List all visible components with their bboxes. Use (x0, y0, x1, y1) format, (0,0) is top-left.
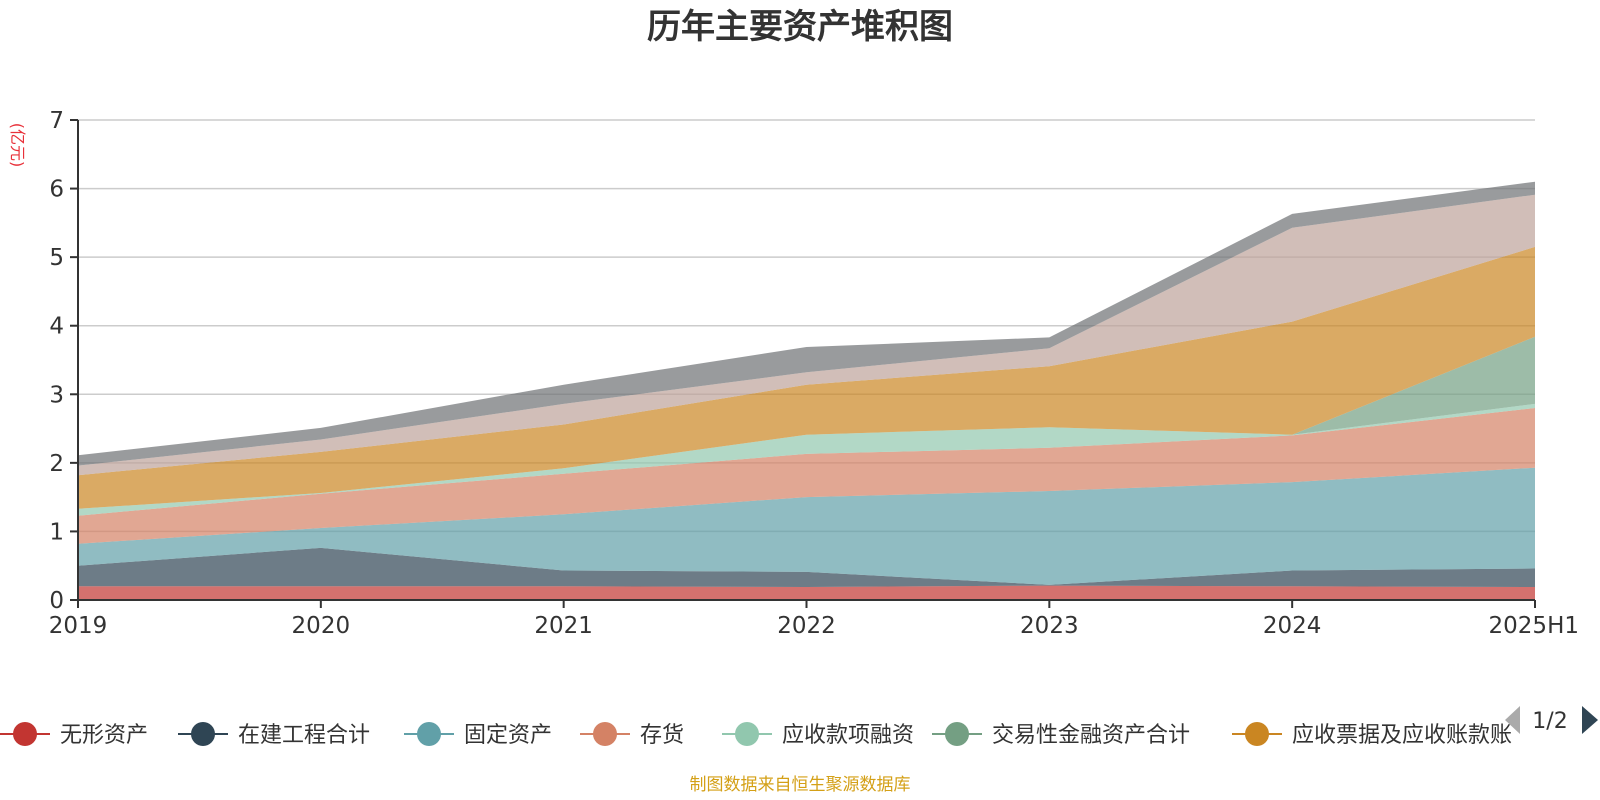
legend-marker-6 (1245, 722, 1269, 746)
x-tick-label-2: 2021 (534, 613, 593, 639)
legend-item-0[interactable]: 无形资产 (0, 722, 148, 748)
area-series-2[interactable] (78, 467, 1535, 585)
legend-label-3: 存货 (640, 723, 684, 748)
legend-item-1[interactable]: 在建工程合计 (178, 722, 370, 748)
legend-label-2: 固定资产 (464, 723, 552, 748)
area-series-1[interactable] (78, 547, 1535, 587)
legend-label-1: 在建工程合计 (238, 723, 370, 748)
legend-label-0: 无形资产 (60, 723, 148, 748)
y-tick-label-3: 3 (49, 382, 64, 408)
legend-marker-1 (191, 722, 215, 746)
x-tick-label-1: 2020 (292, 613, 351, 639)
x-tick-label-5: 2024 (1263, 613, 1322, 639)
y-tick-label-5: 5 (49, 245, 64, 271)
y-tick-label-0: 0 (49, 588, 64, 614)
legend-marker-2 (417, 722, 441, 746)
area-series-3[interactable] (78, 408, 1535, 544)
legend-marker-4 (735, 722, 759, 746)
legend: 无形资产 在建工程合计 固定资产 存货 应收款项融资 交易性金融资产合计 应收票据及应收账款… (0, 722, 1512, 748)
x-tick-label-6: 2025H1 (1489, 613, 1579, 639)
legend-label-4: 应收款项融资 (782, 723, 914, 748)
y-tick-label-7: 7 (49, 108, 64, 134)
legend-page-indicator: 1/2 (1532, 709, 1567, 734)
x-tick-label-3: 2022 (777, 613, 836, 639)
legend-next-page-icon[interactable] (1582, 706, 1598, 734)
y-tick-label-4: 4 (49, 314, 64, 340)
y-tick-label-6: 6 (49, 177, 64, 203)
legend-label-6: 应收票据及应收账款账 (1292, 723, 1512, 748)
chart-title: 历年主要资产堆积图 (647, 7, 953, 47)
area-series-8[interactable] (78, 181, 1535, 466)
y-tick-label-2: 2 (49, 451, 64, 477)
x-tick-label-0: 2019 (49, 613, 108, 639)
area-series-7[interactable] (78, 194, 1535, 476)
area-series-0[interactable] (78, 585, 1535, 600)
legend-item-6[interactable]: 应收票据及应收账款账 (1232, 722, 1512, 748)
legend-marker-0 (13, 722, 37, 746)
axes: 0 1 2 3 4 5 6 7 2019 2020 2021 2022 2023 2024 2025H1 (49, 108, 1579, 639)
y-tick-label-1: 1 (49, 519, 64, 545)
legend-item-4[interactable]: 应收款项融资 (722, 722, 914, 748)
y-axis-unit-label: (亿元) (8, 123, 27, 168)
area-series-group (78, 181, 1535, 600)
legend-item-3[interactable]: 存货 (580, 722, 684, 748)
data-source-note: 制图数据来自恒生聚源数据库 (690, 775, 911, 795)
legend-item-2[interactable]: 固定资产 (404, 722, 552, 748)
legend-pager: 1/2 (1505, 706, 1598, 734)
legend-marker-5 (945, 722, 969, 746)
area-series-4[interactable] (78, 403, 1535, 516)
legend-label-5: 交易性金融资产合计 (992, 723, 1190, 748)
legend-item-5[interactable]: 交易性金融资产合计 (932, 722, 1190, 748)
x-tick-label-4: 2023 (1020, 613, 1079, 639)
legend-prev-page-icon[interactable] (1505, 706, 1520, 734)
area-series-6[interactable] (78, 246, 1535, 509)
legend-marker-3 (593, 722, 617, 746)
